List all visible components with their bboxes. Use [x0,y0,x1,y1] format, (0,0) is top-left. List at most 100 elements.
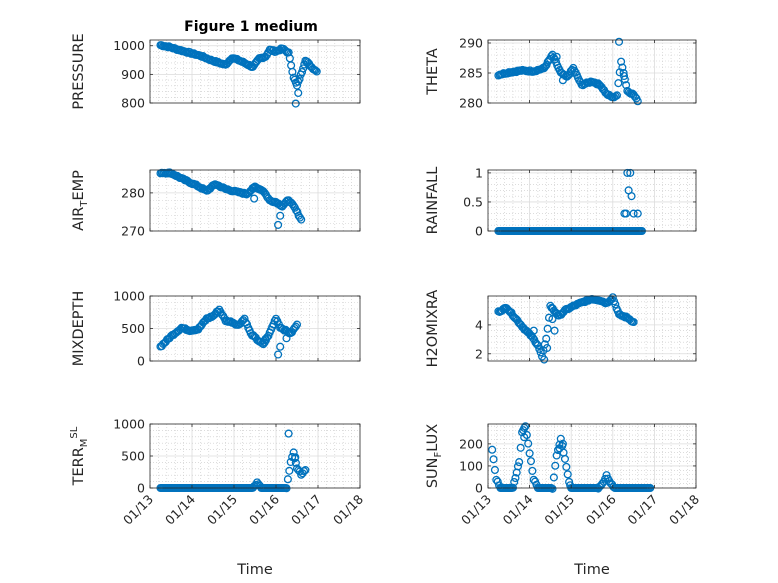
data-marker [282,334,291,343]
y-tick-label: 0 [475,224,483,239]
data-marker [312,67,321,76]
axes-box [487,169,697,232]
data-marker [633,209,642,218]
data-marker [291,99,300,108]
data-marker [297,67,307,77]
data-marker [299,467,309,476]
data-marker [543,343,552,353]
data-marker [551,461,560,470]
data-marker [611,92,620,101]
y-tick-label: 0 [137,481,145,496]
data-marker [618,63,627,72]
y-tick-label: 0 [475,481,483,496]
data-marker [564,71,573,80]
data-marker [261,334,270,343]
x-tick-label: 01/17 [624,492,660,528]
data-marker [558,76,567,85]
x-axis-label: Time [573,562,610,578]
data-marker [288,67,297,76]
y-tick-label: 1 [475,165,483,180]
data-marker [623,168,632,177]
x-tick-label: 01/16 [246,491,282,527]
axes-box [487,423,697,489]
y-axis-label-part: SUN [425,458,441,489]
data-marker [563,470,572,479]
axes-box [149,39,361,104]
data-marker [633,97,642,106]
data-marker [552,52,561,61]
data-marker [285,466,294,475]
data-marker [629,317,638,327]
data-marker [591,79,600,88]
data-marker [301,466,310,475]
x-tick-label: 01/14 [162,491,198,527]
x-axis-label: Time [236,562,273,578]
y-axis-label-part: SL [69,426,80,438]
data-marker [299,64,308,73]
data-marker [601,474,610,483]
data-marker [276,342,285,351]
data-marker [558,439,567,448]
data-marker [620,75,629,84]
subplot-3: 0 0.5 1 RAINFALL [425,165,697,239]
data-marker [525,449,534,458]
data-marker [524,439,533,448]
subplot-7: 0 100 200 SUNFLUX 01/13 01/14 01/15 01/16 01/17 0… [425,422,702,578]
data-marker [276,211,285,220]
data-marker [294,88,303,98]
y-axis-label: MIXDEPTH [71,291,87,367]
y-axis-label-part: M [79,439,90,448]
x-tick-label: 01/13 [120,492,156,528]
axes-box [487,295,697,362]
y-axis-label-part: PRESSURE [71,33,87,109]
data-marker [516,443,525,452]
y-axis-label-part: THETA [425,48,441,96]
y-axis-label-part: H2OMIXRA [425,290,441,368]
data-marker [611,300,620,309]
data-marker [284,429,293,438]
y-tick-label: 280 [121,185,145,200]
data-marker [528,466,537,475]
y-tick-label: 4 [475,317,483,332]
data-marker [626,168,635,177]
x-tick-label: 01/15 [204,492,240,528]
y-tick-label: 285 [459,66,483,81]
y-tick-label: 2 [475,346,483,361]
x-tick-label: 01/18 [666,491,702,527]
data-marker [614,37,624,46]
data-marker [540,355,549,364]
data-marker [274,220,283,229]
data-marker [562,462,571,471]
y-tick-label: 0.5 [463,194,483,209]
data-marker [542,334,551,343]
data-marker [552,451,561,460]
y-tick-label: 270 [121,224,145,239]
axes-box [487,39,697,104]
y-axis-label-part: AIR [71,207,87,231]
y-tick-label: 900 [121,67,145,82]
data-marker [489,455,498,464]
data-marker [260,188,269,197]
y-axis-label-part: TERR [71,447,87,486]
data-marker [513,462,523,471]
y-axis-label: SUNFLUX [425,424,444,488]
axes-box [149,169,361,232]
data-marker [520,433,529,442]
x-tick-label: 01/16 [583,491,619,527]
data-marker [250,194,259,203]
data-marker [619,71,629,81]
data-marker [629,209,638,218]
data-marker [297,215,306,224]
y-axis-label-part: MIXDEPTH [71,291,87,367]
subplot-0: 800 900 1000 PRESSURE [71,33,361,111]
data-marker [548,315,557,324]
subplot-1: 280 285 290 THETA [425,36,697,111]
y-axis-label: THETA [425,48,441,96]
data-marker [274,350,283,359]
plot-area [488,170,696,231]
data-marker [526,457,536,466]
data-marker [627,192,636,201]
data-marker [614,79,623,88]
data-marker [520,423,529,432]
